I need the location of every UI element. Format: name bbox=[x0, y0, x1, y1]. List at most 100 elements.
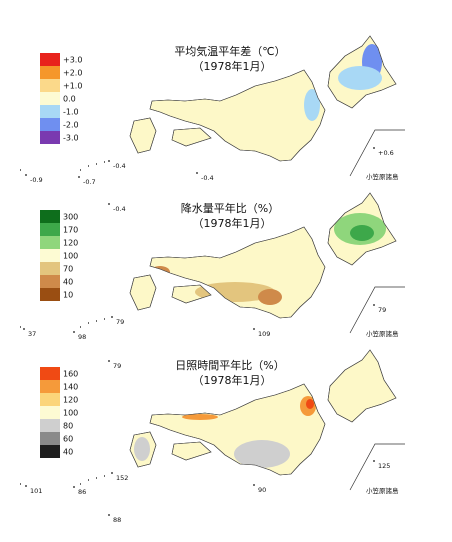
legend-label: -1.0 bbox=[63, 108, 79, 117]
map-period: （1978年1月） bbox=[193, 373, 272, 387]
anomaly-area bbox=[350, 225, 374, 241]
legend-swatch bbox=[40, 92, 60, 105]
station-dot bbox=[111, 472, 113, 474]
map-title: 平均気温平年差（℃） bbox=[174, 44, 285, 58]
station-value: 125 bbox=[378, 462, 390, 470]
legend-swatch bbox=[40, 131, 60, 144]
station-dot bbox=[108, 160, 110, 162]
legend-label: 140 bbox=[63, 383, 78, 392]
coastline bbox=[171, 127, 212, 147]
station-value: 101 bbox=[30, 487, 42, 495]
legend-label: +2.0 bbox=[63, 69, 82, 78]
coastline bbox=[327, 35, 397, 109]
legend-label: 300 bbox=[63, 213, 78, 222]
land-hokkaido bbox=[327, 349, 397, 423]
station-dot bbox=[108, 360, 110, 362]
legend-label: 100 bbox=[63, 409, 78, 418]
legend-swatch bbox=[40, 262, 60, 275]
legend-swatch bbox=[40, 210, 60, 223]
legend-label: 70 bbox=[63, 265, 73, 274]
legend-swatch bbox=[40, 236, 60, 249]
station-dot bbox=[373, 147, 375, 149]
legend-label: 80 bbox=[63, 422, 73, 431]
anomaly-area bbox=[234, 440, 290, 468]
station-value: -0.4 bbox=[113, 162, 126, 170]
station-value: 109 bbox=[258, 330, 270, 338]
legend-label: 170 bbox=[63, 226, 78, 235]
station-value: 37 bbox=[28, 330, 36, 338]
station-dot bbox=[108, 514, 110, 516]
map-panel: 日照時間平年比（%）（1978年1月） 160 140 120 100 80 60 40 101… bbox=[20, 349, 405, 524]
anomaly-area bbox=[182, 414, 218, 420]
land-shikoku bbox=[171, 441, 212, 461]
legend-label: 100 bbox=[63, 252, 78, 261]
legend-label: 120 bbox=[63, 239, 78, 248]
legend-label: +3.0 bbox=[63, 56, 82, 65]
inset-frame bbox=[349, 129, 405, 177]
coastline bbox=[129, 117, 157, 154]
legend-swatch bbox=[40, 419, 60, 432]
station-dot bbox=[73, 331, 75, 333]
anomaly-area bbox=[134, 437, 150, 461]
legend-swatch bbox=[40, 288, 60, 301]
coastline bbox=[149, 383, 326, 476]
station-value: +0.6 bbox=[378, 149, 394, 157]
station-dot bbox=[253, 484, 255, 486]
coastline bbox=[129, 431, 157, 468]
anomaly-area bbox=[258, 289, 282, 305]
legend-swatch bbox=[40, 432, 60, 445]
station-dot bbox=[108, 203, 110, 205]
station-dot bbox=[373, 304, 375, 306]
land-honshu bbox=[149, 383, 326, 476]
station-dot bbox=[78, 176, 80, 178]
station-value: -0.4 bbox=[113, 205, 126, 213]
coastline bbox=[327, 192, 397, 266]
inset-label: 小笠原諸島 bbox=[366, 172, 399, 181]
coastline bbox=[149, 69, 326, 162]
map-title: 降水量平年比（%） bbox=[181, 201, 279, 215]
legend-swatch bbox=[40, 445, 60, 458]
station-value: 88 bbox=[113, 516, 121, 524]
anomaly-area bbox=[338, 66, 382, 90]
legend-swatch bbox=[40, 249, 60, 262]
anomaly-areas bbox=[134, 396, 316, 468]
station-dot bbox=[23, 328, 25, 330]
legend-swatch bbox=[40, 223, 60, 236]
coastline bbox=[149, 226, 326, 319]
legend-label: -2.0 bbox=[63, 121, 79, 130]
legend-swatch bbox=[40, 105, 60, 118]
station-value: 79 bbox=[378, 306, 386, 314]
anomaly-area bbox=[304, 89, 320, 121]
land-honshu bbox=[149, 226, 326, 319]
coastline bbox=[129, 274, 157, 311]
island-dots bbox=[20, 318, 105, 328]
anomaly-areas bbox=[304, 44, 382, 121]
station-dot bbox=[25, 485, 27, 487]
station-value: 79 bbox=[113, 362, 121, 370]
station-value: -0.4 bbox=[201, 174, 214, 182]
inset-frame bbox=[349, 286, 405, 334]
land-honshu bbox=[149, 69, 326, 162]
legend-label: 10 bbox=[63, 291, 73, 300]
station-value: 86 bbox=[78, 488, 86, 496]
anomaly-area bbox=[306, 399, 314, 409]
legend-swatch bbox=[40, 367, 60, 380]
inset-label: 小笠原諸島 bbox=[366, 486, 399, 495]
map-panel: 降水量平年比（%）（1978年1月） 300 170 120 100 70 40 10 37 98… bbox=[20, 192, 405, 370]
map-period: （1978年1月） bbox=[193, 216, 272, 230]
legend-label: 40 bbox=[63, 448, 73, 457]
station-value: 79 bbox=[116, 318, 124, 326]
legend-label: 120 bbox=[63, 396, 78, 405]
station-value: 152 bbox=[116, 474, 128, 482]
station-dot bbox=[373, 460, 375, 462]
legend-swatch bbox=[40, 66, 60, 79]
legend-swatch bbox=[40, 406, 60, 419]
station-dot bbox=[253, 328, 255, 330]
legend-swatch bbox=[40, 275, 60, 288]
station-value: 98 bbox=[78, 333, 86, 341]
island-dots bbox=[20, 161, 105, 171]
legend-swatch bbox=[40, 118, 60, 131]
legend-label: -3.0 bbox=[63, 134, 79, 143]
inset-label: 小笠原諸島 bbox=[366, 329, 399, 338]
